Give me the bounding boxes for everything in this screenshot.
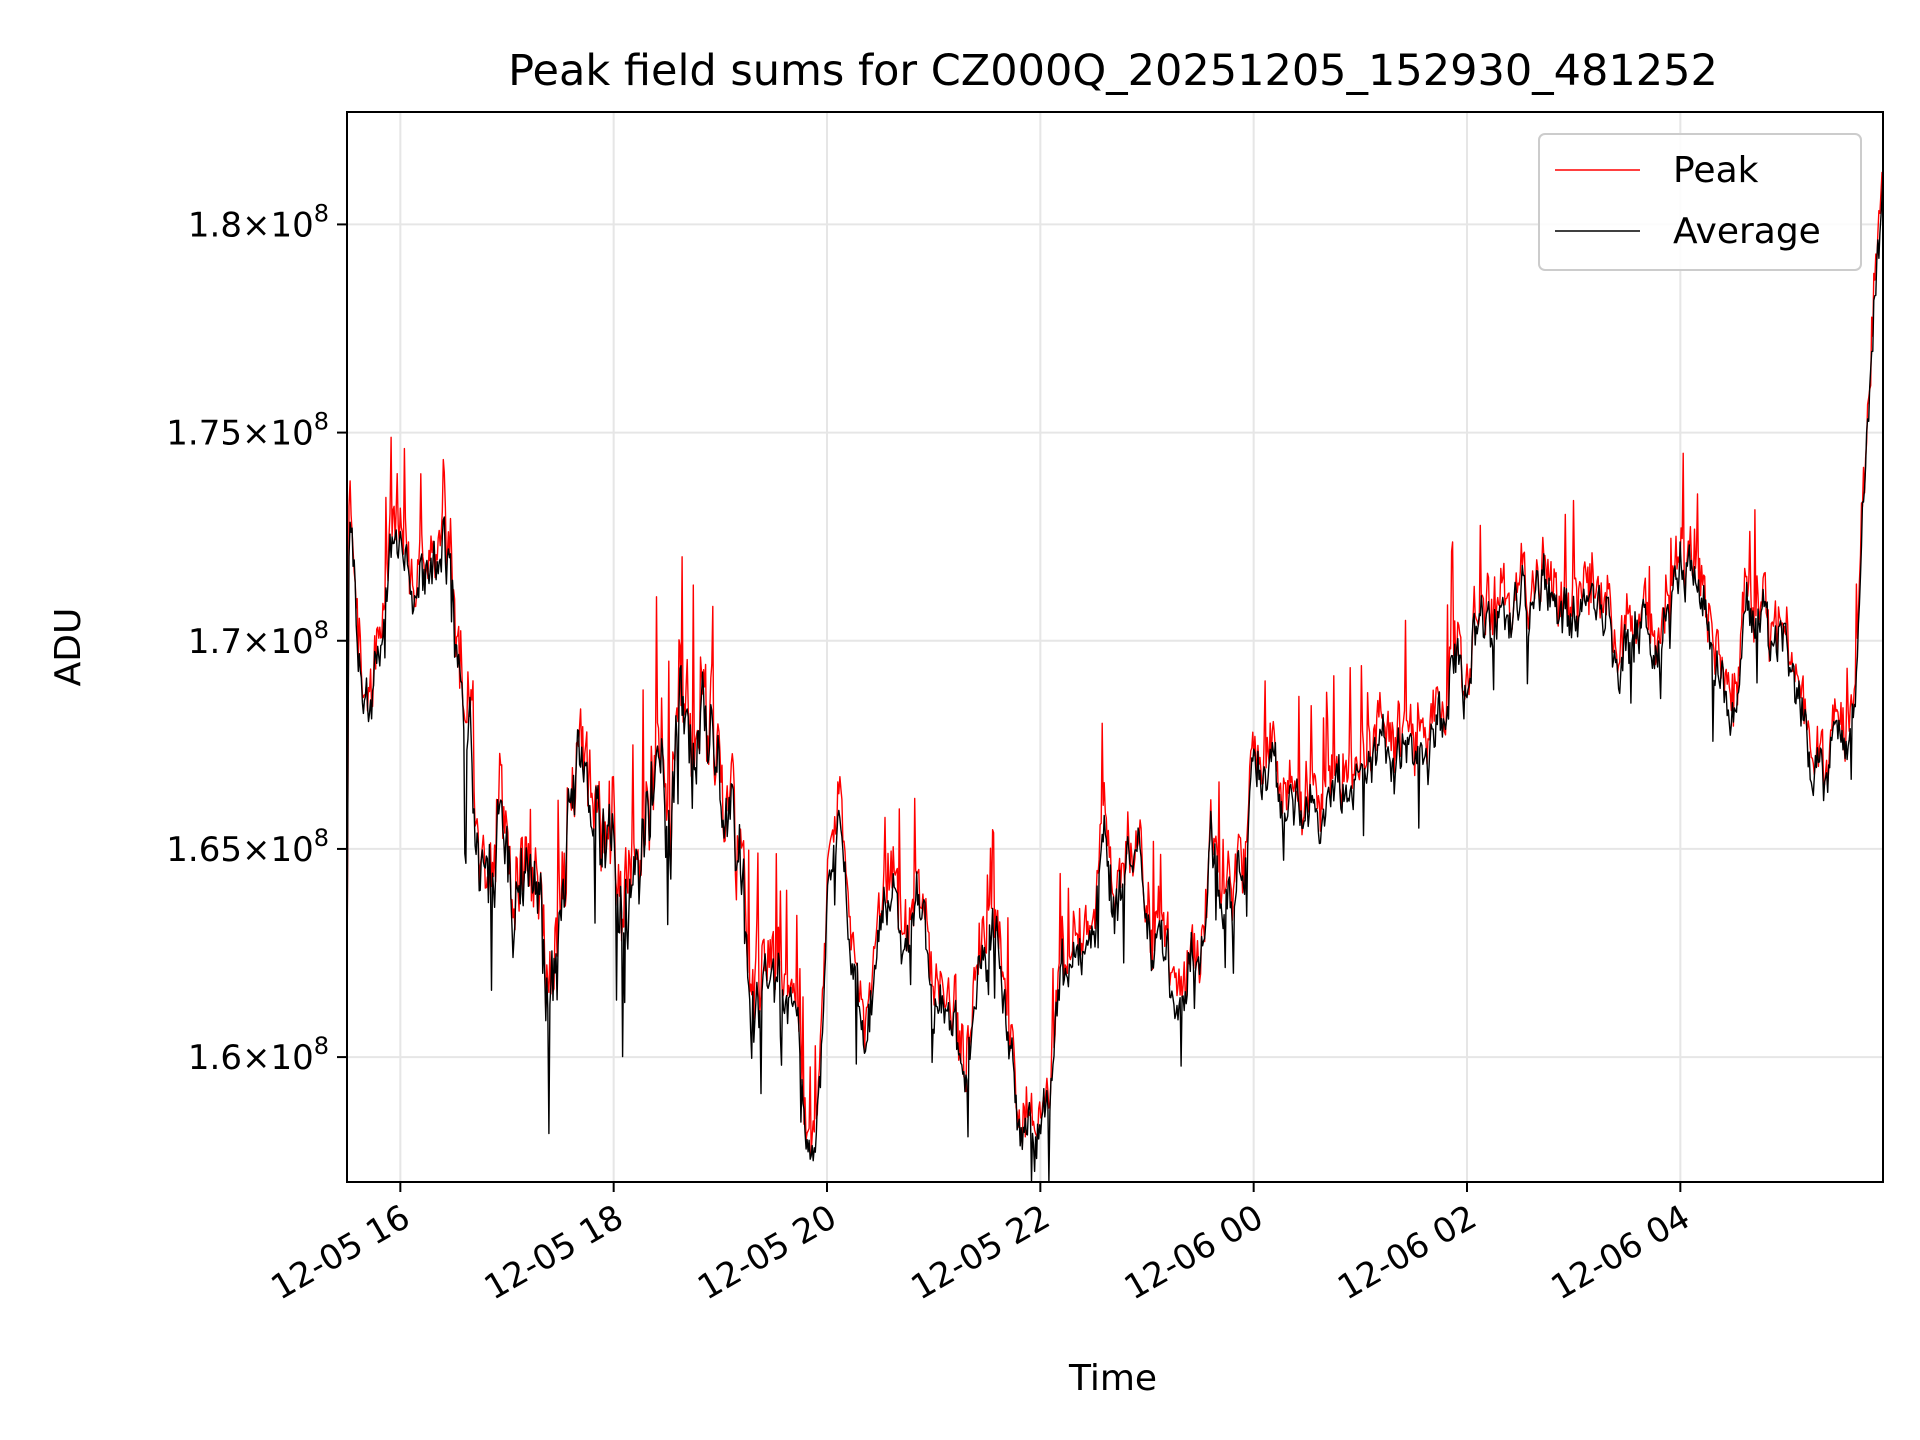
chart-title: Peak field sums for CZ000Q_20251205_1529… [508, 46, 1718, 96]
series-layer [346, 171, 1884, 1183]
x-axis-label: Time [1068, 1358, 1157, 1399]
y-tick-label: 1.6×108 [188, 1032, 329, 1078]
y-axis: 1.6×108 1.65×108 1.7×108 1.75×108 1.8×108 [166, 199, 347, 1078]
y-tick-label: 1.75×108 [166, 408, 329, 454]
y-tick-label: 1.65×108 [166, 824, 329, 870]
y-axis-label: ADU [48, 608, 89, 687]
series-line-average [346, 172, 1884, 1183]
legend-label-average: Average [1673, 211, 1821, 252]
legend[interactable]: Peak Average [1538, 133, 1862, 271]
legend-box [1538, 133, 1862, 271]
plot-frame [346, 111, 1884, 1183]
legend-label-peak: Peak [1673, 150, 1759, 191]
y-tick-label: 1.7×108 [188, 616, 329, 662]
y-tick-label: 1.8×108 [188, 199, 329, 245]
